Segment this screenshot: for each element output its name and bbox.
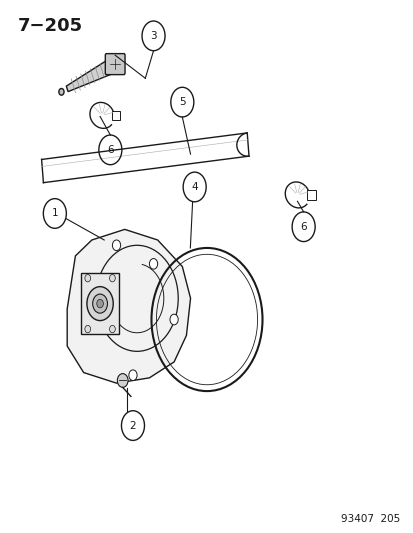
Circle shape — [149, 259, 157, 269]
FancyBboxPatch shape — [105, 54, 125, 75]
Text: 2: 2 — [129, 421, 136, 431]
Circle shape — [117, 374, 128, 387]
Circle shape — [109, 274, 115, 282]
Circle shape — [170, 314, 178, 325]
FancyBboxPatch shape — [306, 190, 315, 200]
Circle shape — [109, 325, 115, 333]
Circle shape — [59, 88, 64, 95]
Circle shape — [97, 300, 103, 308]
Text: 6: 6 — [299, 222, 306, 232]
Circle shape — [85, 274, 90, 282]
Text: 7−205: 7−205 — [18, 17, 83, 35]
Text: 93407  205: 93407 205 — [340, 514, 399, 523]
Circle shape — [128, 370, 137, 381]
Text: 6: 6 — [107, 145, 114, 155]
FancyBboxPatch shape — [112, 111, 120, 120]
Polygon shape — [67, 229, 190, 383]
Circle shape — [85, 325, 90, 333]
Text: 5: 5 — [178, 97, 185, 107]
Text: 4: 4 — [191, 182, 197, 192]
Polygon shape — [66, 61, 110, 92]
Circle shape — [87, 287, 113, 320]
Circle shape — [112, 240, 120, 251]
Text: 1: 1 — [51, 208, 58, 219]
Circle shape — [93, 294, 107, 313]
FancyBboxPatch shape — [81, 273, 119, 334]
Text: 3: 3 — [150, 31, 157, 41]
